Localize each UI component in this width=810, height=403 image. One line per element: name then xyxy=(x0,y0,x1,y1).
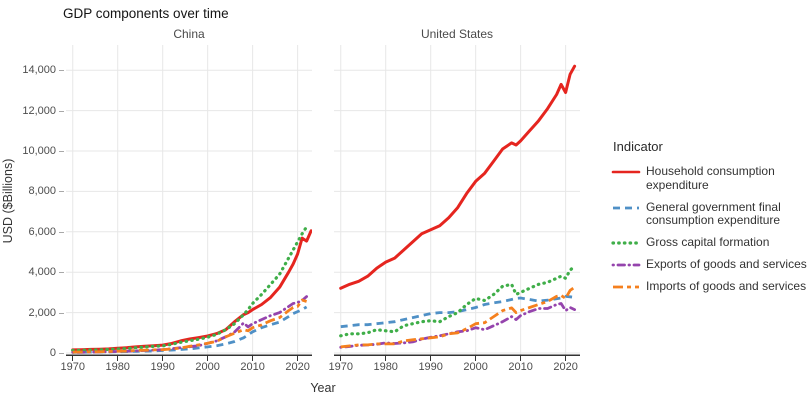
facet-label-united-states: United States xyxy=(420,27,494,41)
x-tick-mark-2010 xyxy=(252,356,254,361)
x-tick-mark-1990 xyxy=(162,356,164,361)
x-tick-label-2010: 2010 xyxy=(508,361,533,373)
x-tick-mark-2020 xyxy=(565,356,567,361)
x-tick-label-2000: 2000 xyxy=(463,361,488,373)
y-tick-label-4,000: 4,000 xyxy=(28,266,56,279)
legend-key-longdash-icon xyxy=(613,285,639,289)
y-tick-mark-0 xyxy=(59,352,64,354)
line-gross-capital-formation-united-states xyxy=(339,264,577,338)
x-tick-mark-1990 xyxy=(430,356,432,361)
y-tick-mark-6,000 xyxy=(59,231,64,233)
legend-item-household-consumption-expenditure: Household consumption expenditure xyxy=(611,164,810,193)
x-tick-label-1970: 1970 xyxy=(328,361,353,373)
y-tick-mark-2,000 xyxy=(59,312,64,314)
x-tick-mark-1970 xyxy=(340,356,342,361)
line-imports-of-goods-and-services-united-states xyxy=(340,286,576,349)
legend-items: Household consumption expenditure General… xyxy=(611,164,810,294)
line-exports-of-goods-and-services-united-states xyxy=(339,302,577,349)
line-exports-of-goods-and-services-china xyxy=(71,295,309,354)
x-axis-title: Year xyxy=(310,381,336,395)
panel-svg-china xyxy=(66,45,313,356)
legend-item-gross-capital-formation: Gross capital formation xyxy=(611,235,810,250)
legend-key-solid-icon xyxy=(611,170,641,174)
x-tick-mark-1970 xyxy=(72,356,74,361)
legend-item-general-government-final-consumption-expenditure: General government final consumption exp… xyxy=(611,199,810,229)
x-tick-mark-2000 xyxy=(475,356,477,361)
legend-label: Imports of goods and services xyxy=(646,278,807,293)
plot-panel-united-states xyxy=(334,45,580,356)
y-tick-mark-4,000 xyxy=(59,272,64,274)
legend-title: Indicator xyxy=(613,139,663,154)
x-tick-label-1990: 1990 xyxy=(150,361,175,373)
x-tick-mark-2020 xyxy=(297,356,299,361)
x-tick-mark-2000 xyxy=(207,356,209,361)
x-tick-mark-2010 xyxy=(520,356,522,361)
legend-key-dashdot-icon xyxy=(611,263,641,267)
legend-label: General government final consumption exp… xyxy=(646,199,781,228)
x-tick-label-2010: 2010 xyxy=(240,361,265,373)
y-tick-label-12,000: 12,000 xyxy=(22,104,56,117)
x-tick-label-1970: 1970 xyxy=(60,361,85,373)
y-tick-label-14,000: 14,000 xyxy=(22,64,56,77)
plot-panel-china xyxy=(66,45,313,356)
facet-label-china: China xyxy=(173,27,205,41)
x-tick-label-1990: 1990 xyxy=(418,361,443,373)
x-tick-mark-1980 xyxy=(117,356,119,361)
y-tick-label-6,000: 6,000 xyxy=(28,225,56,238)
x-tick-label-1980: 1980 xyxy=(105,361,130,373)
line-household-consumption-expenditure-china xyxy=(71,229,313,352)
chart-title: GDP components over time xyxy=(63,6,229,21)
x-tick-label-2020: 2020 xyxy=(285,361,310,373)
y-tick-mark-8,000 xyxy=(59,191,64,193)
y-tick-mark-10,000 xyxy=(59,151,64,153)
legend-key-dotted-icon xyxy=(611,241,641,245)
x-tick-label-1980: 1980 xyxy=(373,361,398,373)
line-general-government-final-consumption-expenditure-united-states xyxy=(340,294,575,329)
line-imports-of-goods-and-services-china xyxy=(72,298,308,354)
line-gross-capital-formation-china xyxy=(71,225,309,353)
legend-key-dashed-icon xyxy=(613,206,639,209)
y-tick-label-2,000: 2,000 xyxy=(28,306,56,319)
y-tick-label-10,000: 10,000 xyxy=(22,145,56,158)
legend-item-imports-of-goods-and-services: Imports of goods and services xyxy=(611,278,810,294)
legend-label: Gross capital formation xyxy=(646,235,770,250)
legend: Indicator Household consumption expendit… xyxy=(611,139,810,294)
legend-label: Household consumption expenditure xyxy=(646,164,775,192)
line-household-consumption-expenditure-united-states xyxy=(339,64,577,290)
x-tick-mark-1980 xyxy=(385,356,387,361)
legend-label: Exports of goods and services xyxy=(646,256,807,271)
y-tick-label-0: 0 xyxy=(49,346,56,359)
y-tick-mark-12,000 xyxy=(59,110,64,112)
y-tick-label-8,000: 8,000 xyxy=(28,185,56,198)
x-tick-label-2020: 2020 xyxy=(553,361,578,373)
y-tick-mark-14,000 xyxy=(59,70,64,72)
panel-svg-united-states xyxy=(334,45,580,356)
x-tick-label-2000: 2000 xyxy=(195,361,220,373)
legend-item-exports-of-goods-and-services: Exports of goods and services xyxy=(611,256,810,272)
